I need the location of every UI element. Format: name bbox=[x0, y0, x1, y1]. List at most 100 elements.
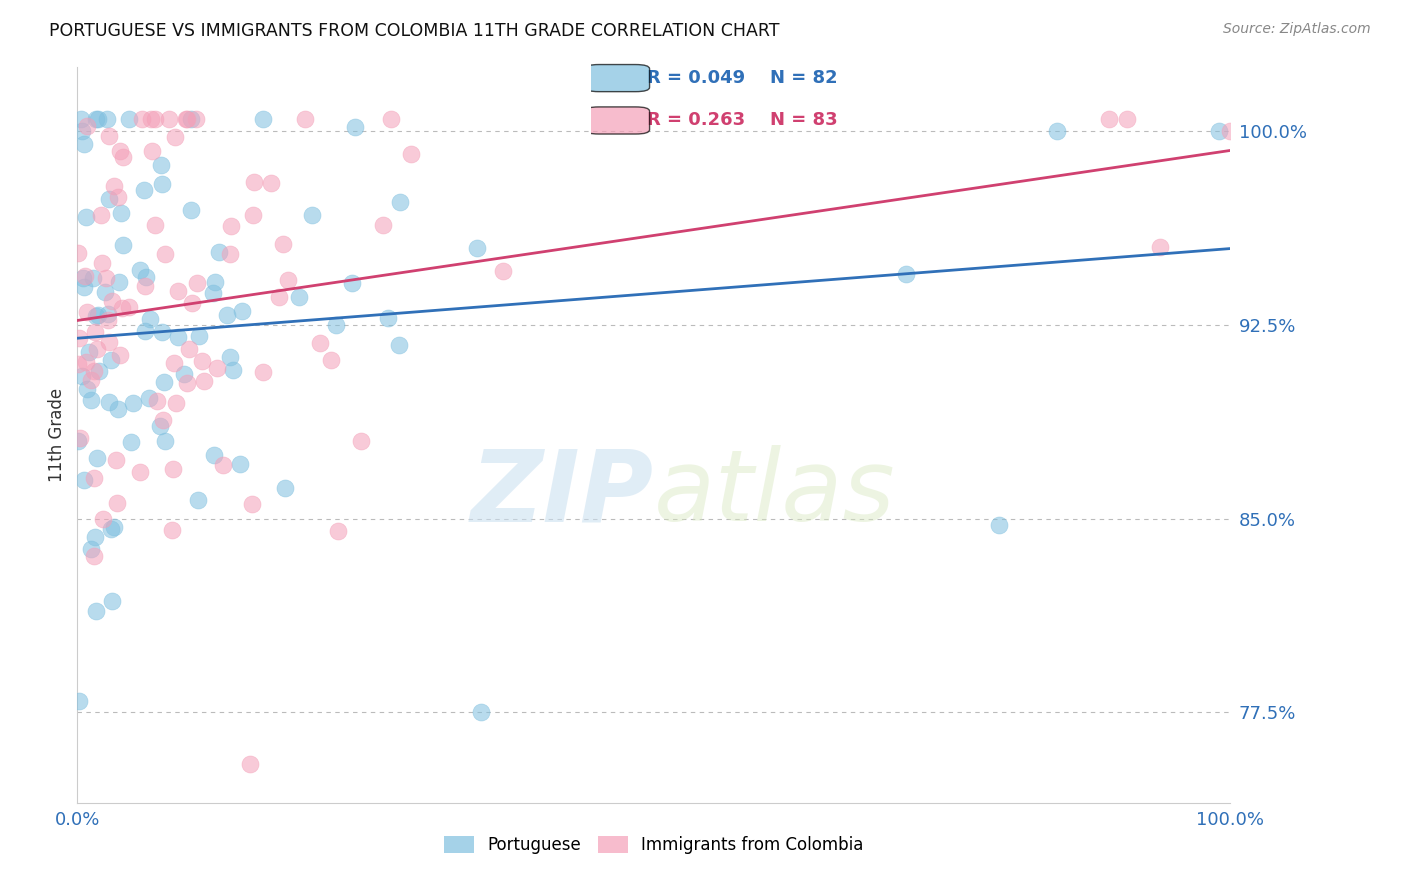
Point bbox=[84, 604, 107, 618]
Point bbox=[94, 285, 117, 299]
Point bbox=[340, 276, 363, 290]
Point bbox=[215, 308, 238, 322]
Point bbox=[134, 324, 156, 338]
Point bbox=[326, 524, 349, 539]
Point bbox=[252, 112, 274, 126]
Point bbox=[219, 247, 242, 261]
Point bbox=[470, 706, 492, 720]
Text: atlas: atlas bbox=[654, 445, 896, 542]
Point bbox=[70, 123, 93, 137]
Point bbox=[166, 329, 188, 343]
Point bbox=[896, 267, 918, 281]
Point bbox=[83, 364, 105, 378]
Point bbox=[350, 434, 373, 449]
Point bbox=[70, 368, 93, 383]
Point bbox=[84, 112, 107, 126]
Point bbox=[80, 542, 103, 557]
Point bbox=[84, 326, 107, 340]
Point bbox=[84, 309, 107, 323]
Point bbox=[343, 120, 366, 135]
Point bbox=[97, 307, 120, 321]
Text: Source: ZipAtlas.com: Source: ZipAtlas.com bbox=[1223, 22, 1371, 37]
Point bbox=[128, 465, 150, 479]
Point bbox=[152, 413, 174, 427]
Point bbox=[122, 396, 145, 410]
Point bbox=[89, 364, 111, 378]
Point bbox=[100, 352, 122, 367]
Point bbox=[152, 375, 174, 389]
Point bbox=[242, 208, 264, 222]
Point bbox=[104, 452, 127, 467]
Point bbox=[108, 275, 131, 289]
Point bbox=[240, 497, 263, 511]
Point bbox=[191, 354, 214, 368]
Point bbox=[132, 183, 155, 197]
Point bbox=[108, 348, 131, 362]
Point bbox=[465, 241, 488, 255]
Point bbox=[267, 289, 290, 303]
Point bbox=[491, 264, 513, 278]
Point bbox=[165, 396, 187, 410]
Point bbox=[1098, 112, 1121, 126]
Point bbox=[69, 431, 91, 445]
Point bbox=[153, 434, 176, 449]
Point bbox=[176, 112, 198, 126]
Point bbox=[294, 112, 316, 126]
Point bbox=[163, 356, 186, 370]
Point bbox=[98, 129, 121, 144]
Point bbox=[94, 271, 117, 285]
Text: R = 0.263: R = 0.263 bbox=[647, 112, 745, 129]
Point bbox=[143, 218, 166, 232]
Point bbox=[243, 175, 266, 189]
Point bbox=[987, 517, 1010, 532]
Point bbox=[72, 280, 94, 294]
Point bbox=[75, 269, 97, 284]
Point bbox=[1149, 240, 1171, 254]
Point bbox=[179, 203, 201, 218]
Point bbox=[176, 376, 198, 390]
Point bbox=[274, 481, 297, 495]
Point bbox=[67, 357, 90, 371]
Point bbox=[219, 219, 242, 234]
Point bbox=[160, 524, 183, 538]
Point bbox=[90, 208, 112, 222]
Point bbox=[145, 394, 167, 409]
Point bbox=[131, 112, 153, 126]
Point bbox=[309, 336, 332, 351]
Point bbox=[193, 374, 215, 388]
Point bbox=[174, 112, 197, 126]
Point bbox=[76, 304, 98, 318]
Point bbox=[107, 190, 129, 204]
Point bbox=[212, 458, 235, 473]
Point bbox=[205, 360, 228, 375]
Point bbox=[107, 401, 129, 416]
Point bbox=[371, 219, 394, 233]
Text: R = 0.049: R = 0.049 bbox=[647, 69, 745, 87]
Point bbox=[204, 275, 226, 289]
Point bbox=[101, 293, 124, 308]
Point bbox=[120, 434, 142, 449]
Point bbox=[141, 144, 163, 158]
Point bbox=[98, 335, 121, 350]
Point bbox=[162, 462, 184, 476]
Point bbox=[111, 237, 134, 252]
Point bbox=[1208, 124, 1230, 138]
Point bbox=[180, 112, 202, 126]
FancyBboxPatch shape bbox=[585, 64, 650, 92]
Point bbox=[91, 256, 114, 270]
Point bbox=[87, 308, 110, 322]
Point bbox=[155, 247, 177, 261]
Point bbox=[139, 112, 162, 126]
Point bbox=[187, 492, 209, 507]
Point bbox=[80, 393, 103, 408]
Point bbox=[301, 208, 323, 222]
Point bbox=[239, 757, 262, 772]
Point bbox=[97, 313, 120, 327]
Point bbox=[91, 512, 114, 526]
Point bbox=[157, 112, 180, 126]
Point bbox=[86, 450, 108, 465]
Point bbox=[260, 176, 283, 190]
Point bbox=[100, 522, 122, 536]
Point bbox=[218, 351, 240, 365]
Point bbox=[143, 112, 166, 126]
